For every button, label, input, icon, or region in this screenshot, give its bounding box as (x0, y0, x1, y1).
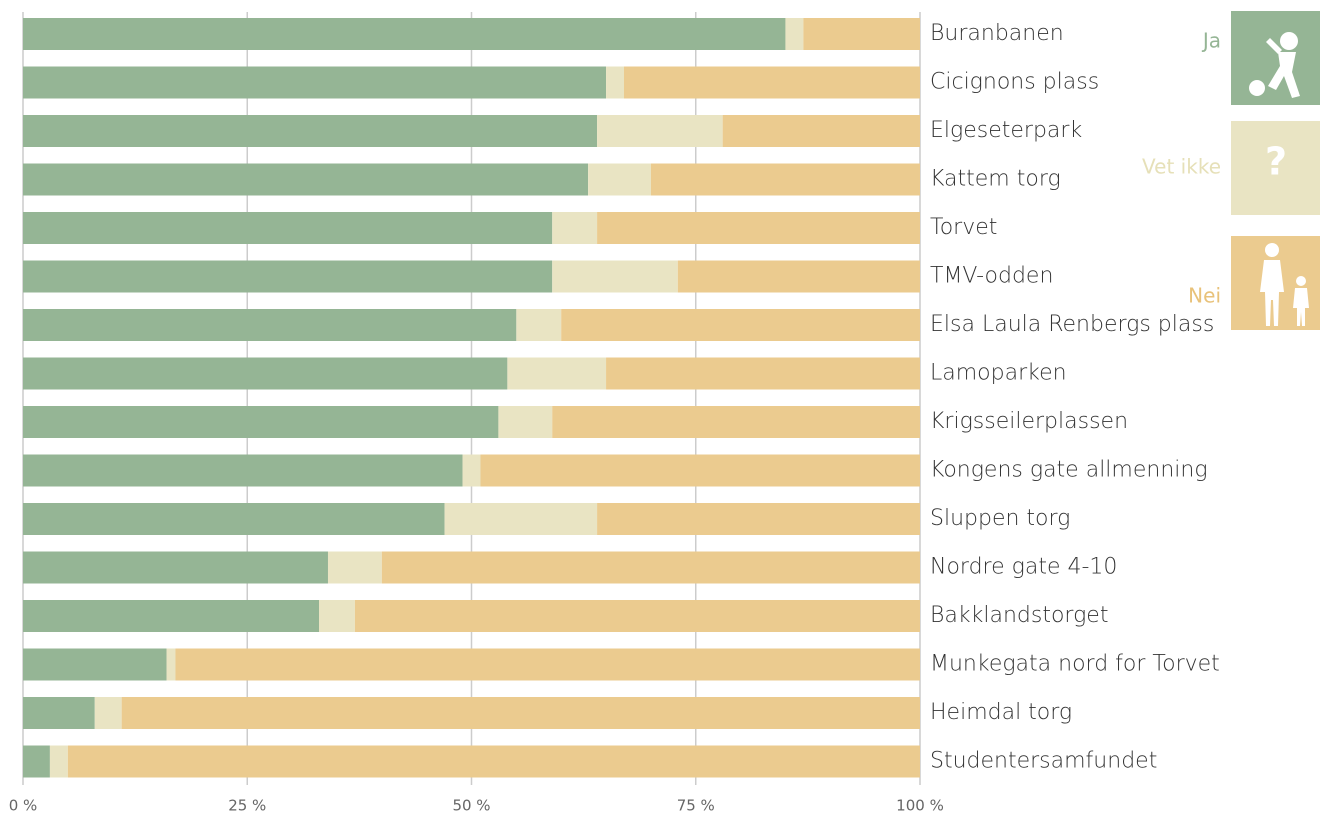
bar-segment (23, 18, 786, 50)
category-label: Sluppen torg (930, 506, 1070, 531)
bar-segment (23, 357, 508, 390)
category-label: Elsa Laula Renbergs plass (930, 312, 1214, 337)
bar-segment (516, 309, 562, 341)
bar-segment (23, 503, 445, 535)
icon-family (1260, 243, 1309, 326)
bar-segment (23, 163, 589, 196)
bar-segment (166, 648, 176, 681)
legend-label: Ja (1201, 29, 1221, 53)
bar-segment (121, 697, 921, 729)
x-tick-label: 0 % (9, 797, 38, 815)
bar-segment (552, 260, 678, 293)
bar-segment (507, 357, 607, 390)
category-label: TMV-odden (930, 264, 1053, 289)
bar-segment (23, 212, 553, 244)
bar-segment (561, 309, 920, 341)
legend-label: Nei (1188, 284, 1221, 308)
bar-segment (722, 115, 920, 147)
x-tick-label: 100 % (896, 797, 944, 815)
bar-segment (67, 745, 921, 778)
category-label: Krigsseilerplassen (930, 409, 1128, 434)
category-label: Heimdal torg (930, 700, 1072, 725)
bar-segment (23, 260, 553, 293)
icon-play (1249, 32, 1300, 98)
bar-segment (444, 503, 598, 535)
bar-segment (597, 503, 920, 535)
bar-segment (597, 115, 723, 147)
x-tick-label: 75 % (677, 797, 715, 815)
bar-segment (319, 600, 355, 632)
bar-segment (480, 454, 920, 487)
category-label: Kattem torg (930, 167, 1061, 192)
bar-segment (597, 212, 920, 244)
bar-segment (803, 18, 920, 50)
category-label: Bakklandstorget (930, 603, 1108, 628)
category-label: Cicignons plass (930, 70, 1099, 95)
bar-segment (49, 745, 68, 778)
category-label: Nordre gate 4-10 (930, 555, 1117, 580)
category-label: Buranbanen (930, 21, 1064, 46)
bar-segment (552, 212, 598, 244)
category-label: Studentersamfundet (930, 749, 1157, 774)
legend-box-vet-ikke (1231, 121, 1320, 215)
bar-segment (175, 648, 921, 681)
bar-segment (677, 260, 920, 293)
bar-segment (354, 600, 920, 632)
category-label: Torvet (930, 215, 997, 240)
bar-segment (23, 406, 499, 438)
legend-box-ja (1231, 11, 1320, 105)
bar-segment (552, 406, 920, 438)
bar-segment (588, 163, 651, 196)
category-label: Lamoparken (930, 361, 1067, 386)
x-tick-label: 25 % (228, 797, 266, 815)
bar-segment (23, 309, 517, 341)
category-label: Elgeseterpark (930, 118, 1082, 143)
bar-segment (623, 66, 920, 99)
legend: ? Ja Vet ikke Nei (1142, 11, 1320, 330)
bar-segment (23, 697, 95, 729)
bar-segment (23, 454, 463, 487)
bar-segment (327, 551, 382, 584)
bars: Buranbanen Cicignons plass Elgeseterpark Ka… (23, 18, 1220, 778)
legend-label: Vet ikke (1142, 155, 1221, 179)
category-label: Munkegata nord for Torvet (930, 652, 1220, 677)
bar-segment (23, 115, 598, 147)
bar-segment (785, 18, 804, 50)
bar-segment (23, 66, 607, 99)
bar-segment (462, 454, 481, 487)
bar-segment (498, 406, 553, 438)
bar-segment (606, 357, 920, 390)
bar-segment (23, 745, 50, 778)
category-label: Kongens gate allmenning (930, 458, 1208, 483)
bar-segment (381, 551, 920, 584)
bar-segment (23, 551, 328, 584)
icon-question: ? (1265, 140, 1287, 184)
bar-segment (23, 600, 320, 632)
bar-segment (94, 697, 122, 729)
bar-segment (606, 66, 624, 99)
x-tick-label: 50 % (452, 797, 490, 815)
bar-segment (23, 648, 167, 681)
bar-segment (650, 163, 920, 196)
